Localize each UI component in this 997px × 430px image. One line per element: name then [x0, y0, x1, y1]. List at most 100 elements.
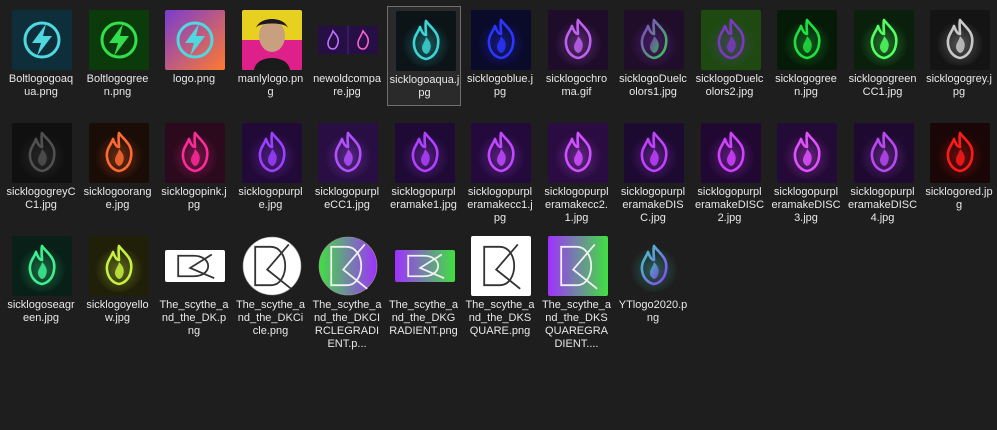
- file-thumbnail: [394, 250, 455, 282]
- file-item[interactable]: sicklogopurpleramakecc2.1.jpg: [540, 119, 614, 224]
- file-thumbnail: [165, 10, 225, 70]
- file-thumbnail: [394, 123, 455, 183]
- file-name-label: sicklogoorange.jpg: [83, 186, 152, 211]
- file-name-label: The_scythe_and_the_DKSQUAREGRADIENT....: [541, 299, 612, 350]
- file-name-label: sicklogoDuelcolors1.jpg: [619, 73, 687, 98]
- file-name-label: sicklogogreenCC1.jpg: [848, 73, 917, 98]
- file-item[interactable]: manlylogo.png: [234, 6, 308, 106]
- file-name-label: The_scythe_and_the_DKCIRCLEGRADIENT.p...: [312, 299, 382, 350]
- file-thumbnail: [624, 123, 684, 183]
- file-thumbnail: [547, 123, 608, 183]
- file-name-label: sicklogopurpleramakeDISC.jpg: [620, 186, 686, 224]
- file-item[interactable]: sicklogoblue.jpg: [463, 6, 537, 106]
- file-item[interactable]: sicklogopurple.jpg: [234, 119, 308, 219]
- file-item[interactable]: sicklogopurpleramakecc1.jpg: [463, 119, 537, 224]
- file-item[interactable]: newoldcompare.jpg: [310, 6, 384, 106]
- file-item[interactable]: sicklogopurpleramakeDISC3.jpg: [769, 119, 843, 224]
- file-name-label: sicklogoyellow.jpg: [86, 299, 149, 324]
- file-thumbnail: [12, 123, 72, 183]
- file-item[interactable]: sicklogochroma.gif: [540, 6, 614, 106]
- file-name-label: sicklogopurpleramakecc2.1.jpg: [544, 186, 609, 224]
- file-name-label: sicklogochroma.gif: [545, 73, 608, 98]
- file-thumbnail: [547, 10, 608, 70]
- file-item[interactable]: sicklogoorange.jpg: [81, 119, 155, 219]
- file-thumbnail: [471, 10, 531, 70]
- file-thumbnail: [777, 123, 837, 183]
- file-thumbnail: [165, 123, 225, 183]
- file-name-label: The_scythe_and_the_DKGRADIENT.png: [388, 299, 459, 337]
- file-item[interactable]: sicklogored.jpg: [922, 119, 996, 219]
- file-item[interactable]: sicklogopurpleramakeDISC4.jpg: [846, 119, 920, 224]
- file-thumbnail: [88, 236, 149, 296]
- file-thumbnail: [242, 236, 302, 296]
- file-name-label: newoldcompare.jpg: [313, 73, 381, 98]
- file-item[interactable]: sicklogopurpleramakeDISC.jpg: [616, 119, 690, 224]
- file-item[interactable]: The_scythe_and_the_DKCicle.png: [234, 232, 308, 337]
- file-thumbnail: [624, 236, 684, 296]
- file-name-label: sicklogopurpleramakeDISC4.jpg: [847, 186, 918, 224]
- file-name-label: sicklogogreyCC1.jpg: [6, 186, 76, 211]
- file-item[interactable]: sicklogogrey.jpg: [922, 6, 996, 106]
- file-thumbnail: [777, 10, 837, 70]
- file-thumbnail: [318, 24, 378, 56]
- file-thumbnail: [547, 236, 608, 296]
- file-thumbnail: [241, 123, 302, 183]
- file-name-label: sicklogopurple.jpg: [238, 186, 303, 211]
- file-item[interactable]: Boltlogogreen.png: [81, 6, 155, 106]
- file-thumbnail: [930, 10, 990, 70]
- file-name-label: sicklogopurpleramake1.jpg: [390, 186, 457, 211]
- file-thumbnail: [471, 236, 531, 296]
- file-thumbnail: [12, 10, 72, 70]
- file-name-label: sicklogoaqua.jpg: [389, 74, 460, 99]
- file-item[interactable]: logo.png: [157, 6, 231, 106]
- file-item[interactable]: sicklogopurpleramakeDISC2.jpg: [693, 119, 767, 224]
- file-thumbnail: [853, 123, 914, 183]
- file-item[interactable]: The_scythe_and_the_DKGRADIENT.png: [387, 232, 461, 337]
- file-item[interactable]: sicklogopink.jpg: [157, 119, 231, 219]
- file-thumbnail: [930, 123, 990, 183]
- file-thumbnail: [700, 123, 761, 183]
- file-name-label: sicklogopurpleCC1.jpg: [314, 186, 380, 211]
- file-thumbnail: [165, 250, 225, 282]
- file-name-label: sicklogogreen.jpg: [775, 73, 837, 98]
- file-item[interactable]: The_scythe_and_the_DKSQUARE.png: [463, 232, 537, 337]
- file-name-label: sicklogopink.jpg: [161, 186, 227, 211]
- file-item[interactable]: sicklogogreyCC1.jpg: [4, 119, 78, 219]
- file-item[interactable]: YTlogo2020.png: [616, 232, 690, 332]
- file-name-label: sicklogoDuelcolors2.jpg: [695, 73, 764, 98]
- file-name-label: sicklogopurpleramakecc1.jpg: [467, 186, 533, 224]
- file-thumbnail: [318, 123, 378, 183]
- file-name-label: Boltlogogreen.png: [86, 73, 149, 98]
- file-item[interactable]: sicklogoseagreen.jpg: [4, 232, 78, 332]
- file-item[interactable]: The_scythe_and_the_DKSQUAREGRADIENT....: [540, 232, 614, 350]
- file-item[interactable]: sicklogoaqua.jpg: [386, 6, 461, 106]
- file-name-label: sicklogoseagreen.jpg: [7, 299, 75, 324]
- file-item[interactable]: sicklogoyellow.jpg: [81, 232, 155, 332]
- file-thumbnail: [318, 236, 378, 296]
- file-name-label: sicklogoblue.jpg: [466, 73, 534, 98]
- file-thumbnail: [395, 11, 456, 71]
- file-item[interactable]: sicklogoDuelcolors2.jpg: [693, 6, 767, 106]
- file-thumbnail: [88, 123, 149, 183]
- file-thumbnail: [241, 10, 302, 70]
- file-thumbnail: [471, 123, 531, 183]
- file-name-label: sicklogored.jpg: [925, 186, 993, 211]
- file-name-label: YTlogo2020.png: [618, 299, 688, 324]
- file-item[interactable]: sicklogopurpleramake1.jpg: [387, 119, 461, 219]
- file-name-label: Boltlogogoaqua.png: [8, 73, 74, 98]
- file-item[interactable]: sicklogopurpleCC1.jpg: [310, 119, 384, 219]
- file-item[interactable]: The_scythe_and_the_DK.png: [157, 232, 231, 337]
- file-name-label: sicklogogrey.jpg: [926, 73, 992, 98]
- file-thumbnail: [700, 10, 761, 70]
- file-name-label: The_scythe_and_the_DKSQUARE.png: [465, 299, 535, 337]
- file-item[interactable]: Boltlogogoaqua.png: [4, 6, 78, 106]
- file-name-label: logo.png: [172, 73, 216, 85]
- file-item[interactable]: sicklogogreen.jpg: [769, 6, 843, 106]
- file-name-label: sicklogopurpleramakeDISC2.jpg: [694, 186, 765, 224]
- file-item[interactable]: sicklogogreenCC1.jpg: [846, 6, 920, 106]
- file-thumbnail: [12, 236, 72, 296]
- file-item[interactable]: sicklogoDuelcolors1.jpg: [616, 6, 690, 106]
- file-item[interactable]: The_scythe_and_the_DKCIRCLEGRADIENT.p...: [310, 232, 384, 350]
- file-thumbnail: [88, 10, 149, 70]
